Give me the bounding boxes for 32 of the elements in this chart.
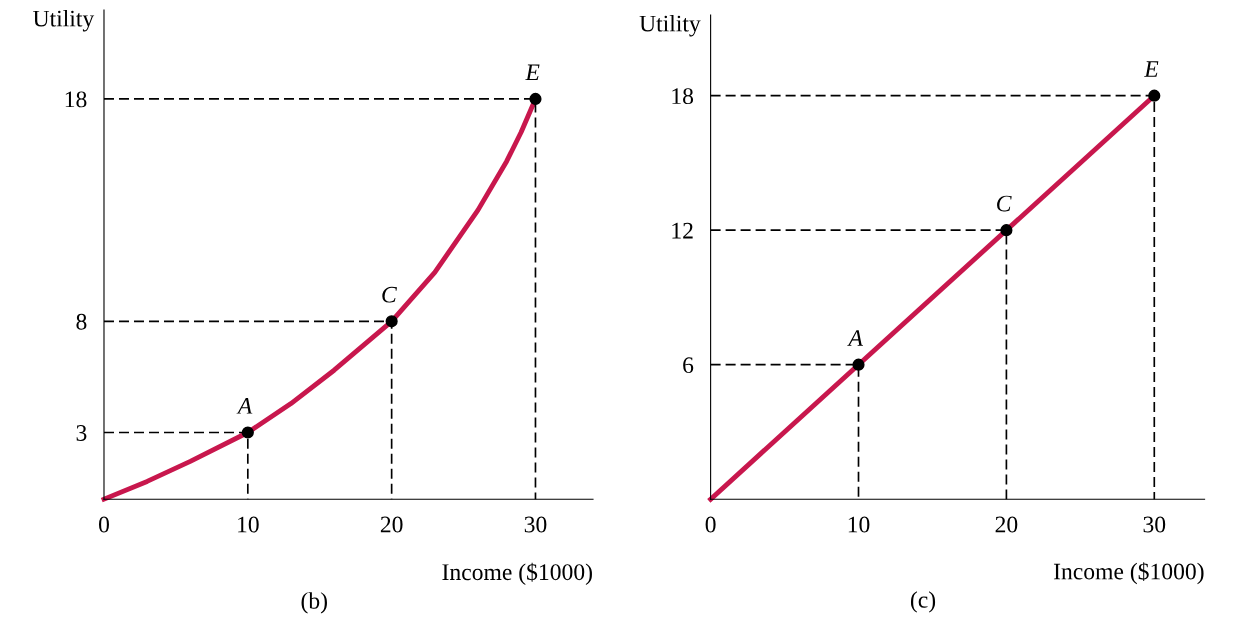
x-tick-label: 30 [524, 516, 547, 533]
annotation: A [236, 397, 253, 414]
x-tick-label: 10 [238, 516, 259, 533]
annotation: C [382, 286, 397, 303]
annotation: E [525, 64, 540, 81]
y-tick-label: 8 [76, 313, 87, 330]
annotation: C [997, 195, 1012, 212]
y-axis-title: Utility [639, 14, 701, 37]
x-tick-label: 20 [995, 516, 1018, 533]
x-tick-label: 30 [1143, 516, 1166, 533]
y-tick-label: 3 [76, 425, 87, 441]
text: (c) [910, 591, 936, 613]
point [529, 92, 542, 106]
point [852, 358, 865, 371]
y-tick-label: 18 [65, 91, 87, 108]
point [241, 426, 254, 439]
x-tick-label: 0 [98, 516, 109, 533]
x-axis-title: Income ($1000) [1053, 562, 1204, 585]
x-tick-label: 0 [705, 516, 716, 533]
point [1148, 89, 1161, 102]
y-tick-label: 6 [683, 357, 694, 374]
y-tick-label: 18 [672, 88, 694, 105]
annotation: A [847, 330, 864, 346]
annotation: E [1144, 61, 1159, 77]
text: (b) [301, 592, 327, 614]
y-tick-label: 12 [672, 222, 693, 239]
y-axis-title: Utility [33, 9, 95, 32]
point [385, 315, 398, 328]
point [1000, 224, 1013, 237]
x-axis-title: Income ($1000) [442, 562, 592, 585]
x-tick-label: 10 [848, 516, 870, 533]
x-tick-label: 20 [380, 516, 403, 533]
